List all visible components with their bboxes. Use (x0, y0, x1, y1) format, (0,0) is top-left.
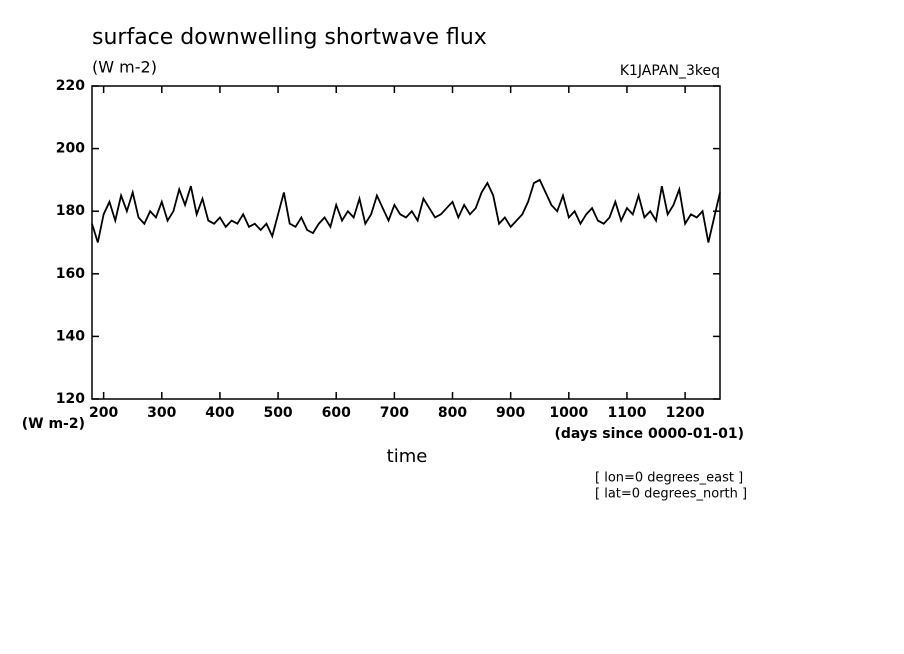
x-tick-label: 1200 (666, 405, 705, 421)
y-axis-label: (W m-2) (22, 416, 85, 432)
x-tick-label: 300 (147, 405, 176, 421)
plot-frame (91, 85, 721, 400)
y-tick-label: 180 (56, 203, 85, 219)
annotation: [ lon=0 degrees_east ] (595, 471, 743, 486)
chart-title: surface downwelling shortwave flux (92, 25, 487, 50)
y-tick-label: 200 (56, 141, 85, 157)
x-units-label: (days since 0000-01-01) (555, 426, 745, 442)
x-tick-label: 800 (438, 405, 467, 421)
x-tick-label: 1000 (549, 405, 588, 421)
chart-subtitle: (W m-2) (92, 58, 157, 77)
y-tick-label: 140 (56, 328, 85, 344)
x-tick-label: 1100 (607, 405, 646, 421)
dataset-label: K1JAPAN_3keq (620, 63, 720, 79)
x-tick-label: 400 (205, 405, 234, 421)
x-tick-label: 200 (89, 405, 118, 421)
x-tick-label: 500 (263, 405, 292, 421)
annotation: [ lat=0 degrees_north ] (595, 487, 747, 502)
data-line (91, 178, 721, 243)
x-tick-label: 600 (322, 405, 351, 421)
x-axis-label: time (387, 446, 428, 467)
x-tick-label: 700 (380, 405, 409, 421)
y-tick-label: 220 (56, 78, 85, 94)
x-tick-label: 900 (496, 405, 525, 421)
y-tick-label: 120 (56, 391, 85, 407)
y-tick-label: 160 (56, 266, 85, 282)
